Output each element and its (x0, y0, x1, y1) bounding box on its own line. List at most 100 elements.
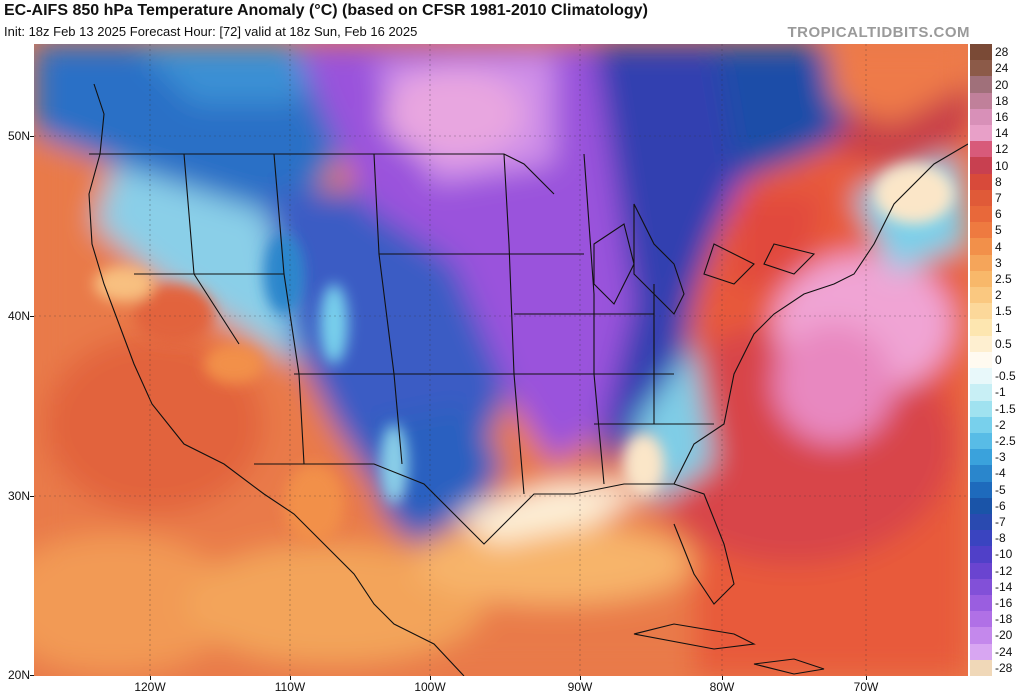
color-scale-label: -1 (995, 385, 1006, 400)
color-scale-label: -24 (995, 644, 1013, 659)
color-scale-swatch (970, 189, 992, 207)
color-scale-label: 1 (995, 320, 1002, 335)
anomaly-map (34, 44, 968, 676)
color-scale-label: 10 (995, 158, 1009, 173)
color-scale-swatch (970, 513, 992, 531)
lon-tick (150, 676, 151, 680)
color-scale-swatch (970, 400, 992, 418)
color-scale-label: -1.5 (995, 401, 1016, 416)
color-scale-label: -7 (995, 515, 1006, 530)
color-scale-swatch (970, 594, 992, 612)
color-scale-swatch (970, 562, 992, 580)
color-scale-swatch (970, 60, 992, 77)
color-scale-swatch (970, 141, 992, 158)
color-scale-label: 6 (995, 207, 1002, 222)
lon-label-70w: 70W (853, 680, 879, 694)
color-scale-label: 20 (995, 77, 1009, 92)
color-scale-swatch (970, 384, 992, 401)
color-scale-label: -28 (995, 660, 1013, 675)
color-scale-swatch (970, 238, 992, 256)
color-scale-swatch (970, 303, 992, 320)
color-scale-label: 28 (995, 45, 1009, 60)
color-scale-label: -2 (995, 417, 1006, 432)
color-scale-label: 5 (995, 223, 1002, 238)
color-scale-swatch (970, 578, 992, 596)
color-scale-label: 14 (995, 126, 1009, 141)
color-scale-swatch (970, 416, 992, 434)
color-scale-label: -16 (995, 596, 1013, 611)
color-scale-swatch (970, 92, 992, 110)
color-scale-label: -12 (995, 563, 1013, 578)
color-scale-swatch (970, 222, 992, 239)
lon-tick (866, 676, 867, 680)
color-scale-label: 2 (995, 288, 1002, 303)
color-scale-swatch (970, 432, 992, 450)
color-scale-label: 8 (995, 174, 1002, 189)
color-scale-swatch (970, 270, 992, 288)
color-scale-swatch (970, 108, 992, 126)
anomaly-field (34, 44, 968, 676)
color-scale-label: 1.5 (995, 304, 1012, 319)
color-scale-label: -5 (995, 482, 1006, 497)
color-scale-swatch (970, 627, 992, 645)
forecast-info: Init: 18z Feb 13 2025 Forecast Hour: [72… (4, 24, 418, 39)
color-scale-label: -2.5 (995, 434, 1016, 449)
brand-watermark: TROPICALTIDBITS.COM (787, 24, 970, 41)
color-scale-label: 4 (995, 239, 1002, 254)
color-scale-swatch (970, 287, 992, 304)
coastlines-and-borders (88, 83, 968, 676)
color-scale-label: 2.5 (995, 271, 1012, 286)
color-scale-label: 3 (995, 255, 1002, 270)
color-scale-label: -18 (995, 612, 1013, 627)
lat-tick (30, 675, 34, 676)
color-scale-label: 16 (995, 109, 1009, 124)
color-scale-label: 7 (995, 190, 1002, 205)
lat-tick (30, 496, 34, 497)
color-scale-label: -20 (995, 628, 1013, 643)
color-scale-swatch (970, 530, 992, 547)
color-scale-swatch (970, 368, 992, 385)
color-scale-label: 18 (995, 93, 1009, 108)
color-scale-label: 12 (995, 142, 1009, 157)
lat-label-50n: 50N (7, 129, 30, 143)
color-scale-swatch (970, 206, 992, 223)
color-scale-label: 0.5 (995, 336, 1012, 351)
color-scale-swatch (970, 611, 992, 628)
lat-tick (30, 316, 34, 317)
color-scale-swatch (970, 76, 992, 94)
lon-label-120w: 120W (134, 680, 166, 694)
color-scale-swatch (970, 173, 992, 191)
color-scale-swatch (970, 319, 992, 337)
lat-label-30n: 30N (7, 489, 30, 503)
color-scale-swatch (970, 254, 992, 272)
lat-tick (30, 136, 34, 137)
color-scale-swatch (970, 449, 992, 466)
color-scale-label: 24 (995, 61, 1009, 76)
color-scale-label: -3 (995, 450, 1006, 465)
lon-tick (430, 676, 431, 680)
color-scale-swatch (970, 44, 992, 61)
lon-tick (580, 676, 581, 680)
color-scale-swatch (970, 497, 992, 515)
chart-title: EC-AIFS 850 hPa Temperature Anomaly (°C)… (4, 2, 648, 19)
lat-label-40n: 40N (7, 309, 30, 323)
color-scale-label: -14 (995, 579, 1013, 594)
lon-tick (722, 676, 723, 680)
color-scale-swatch (970, 351, 992, 369)
lat-label-20n: 20N (7, 668, 30, 682)
lon-label-90w: 90W (567, 680, 593, 694)
color-scale-swatch (970, 481, 992, 499)
color-scale-label: -8 (995, 531, 1006, 546)
color-scale-swatch (970, 465, 992, 483)
color-scale-swatch (970, 546, 992, 564)
lon-label-100w: 100W (414, 680, 446, 694)
color-scale-swatch (970, 335, 992, 353)
color-scale-label: -0.5 (995, 369, 1016, 384)
color-scale-swatch (970, 643, 992, 661)
lon-label-110w: 110W (274, 680, 306, 694)
color-scale-label: -6 (995, 498, 1006, 513)
color-scale (970, 44, 992, 677)
color-scale-swatch (970, 659, 992, 677)
lon-tick (290, 676, 291, 680)
color-scale-label: -10 (995, 547, 1013, 562)
